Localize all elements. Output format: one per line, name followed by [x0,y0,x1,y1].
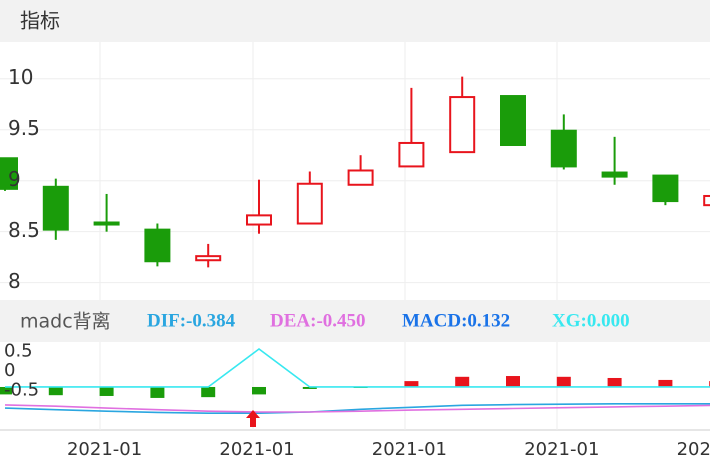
candle-body [652,174,679,203]
candle-body [550,129,577,168]
indicator-title: madc背离 [20,311,111,333]
macd-bar [455,376,470,387]
macd-bar [201,386,216,398]
legend-entry: MACD:0.132 [402,310,510,331]
candle-body [42,185,69,231]
legend-entry: XG:0.000 [552,310,630,331]
macd-bar [506,376,520,387]
macd-bar [150,386,165,398]
macd-bar [607,377,622,387]
macd-bar [556,376,571,387]
macd-bar [404,381,419,387]
candle-body [0,157,18,190]
x-tick-label: 2021-01 [677,439,710,460]
candle-body [398,141,425,168]
y-tick-label: -0.5 [4,379,39,400]
header-bar [0,0,710,42]
candle-body [296,182,323,225]
y-tick-label: 9.5 [8,116,40,140]
macd-bar [252,386,266,395]
header-title: 指标 [20,9,60,33]
macd-bar [99,386,114,396]
legend-entry: DEA:-0.450 [270,310,366,331]
x-tick-label: 2021-01 [219,439,294,460]
candle-body [449,96,476,154]
indicator-line [5,348,710,388]
legend-entry: DIF:-0.384 [147,310,236,331]
x-tick-label: 2021-01 [372,439,447,460]
candle-body [93,221,120,226]
x-tick-label: 2021-01 [524,439,599,460]
y-tick-label: 10 [8,65,33,89]
candle-body [246,214,272,226]
candle-body [601,171,628,178]
candle-body [347,169,374,186]
y-tick-label: 0 [4,360,15,381]
x-tick-label: 2021-01 [67,439,142,460]
macd-bar [302,386,317,389]
y-tick-label: 0.5 [4,340,33,361]
indicator-line [4,404,710,413]
y-tick-label: 8.5 [8,218,40,242]
y-tick-label: 9 [8,167,21,191]
candle-body [144,228,171,263]
signal-arrow [246,410,260,427]
indicator-line [4,402,710,414]
macd-bar [0,386,12,395]
macd-bar [48,386,63,396]
macd-bar [658,379,673,387]
candle-body [703,194,710,207]
candle-body [500,95,526,146]
candle-body [195,255,222,262]
indicator-bar [0,300,710,342]
y-tick-label: 8 [8,269,21,293]
